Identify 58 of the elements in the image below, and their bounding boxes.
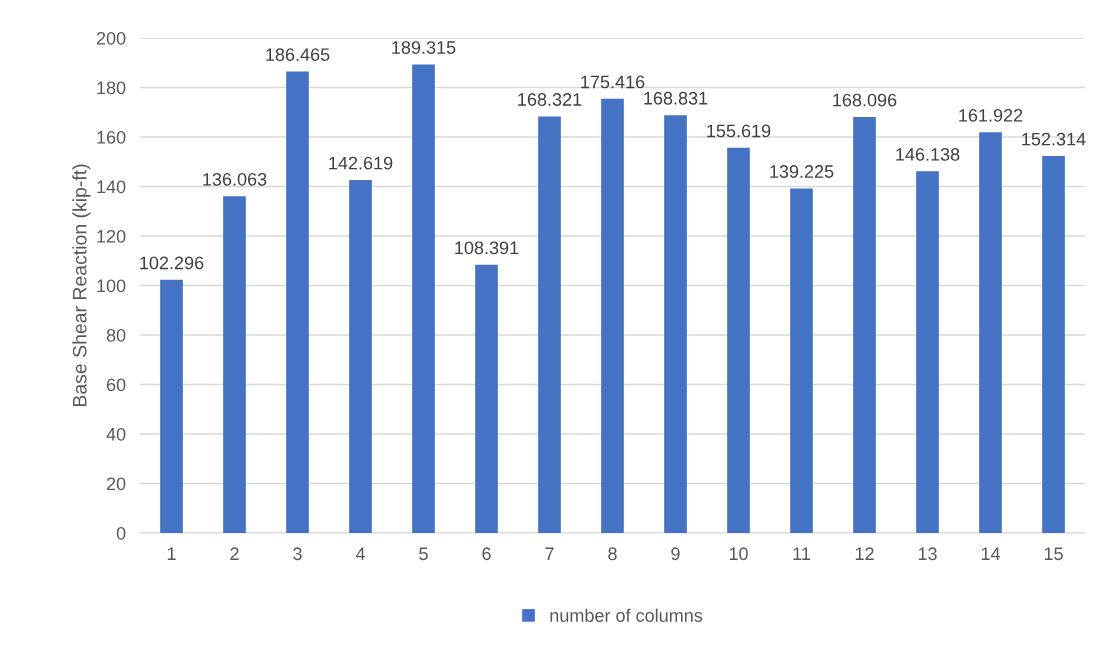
x-tick-label: 14 xyxy=(981,547,1001,560)
data-label: 146.138 xyxy=(896,148,960,161)
y-tick-label: 180 xyxy=(97,81,126,95)
bar xyxy=(853,116,876,533)
data-label: 189.315 xyxy=(392,41,456,54)
bar xyxy=(160,279,183,533)
y-tick-label: 100 xyxy=(97,279,126,293)
data-label: 155.619 xyxy=(707,124,771,138)
y-axis-title: Base Shear Reaction (kip-ft) xyxy=(72,164,91,407)
data-label: 139.225 xyxy=(770,165,834,178)
legend-label: number of columns xyxy=(550,608,703,622)
bar xyxy=(979,132,1002,533)
x-tick-label: 2 xyxy=(230,547,239,560)
x-tick-label: 7 xyxy=(545,547,554,560)
bar xyxy=(727,147,750,533)
data-label: 102.296 xyxy=(140,256,204,270)
bar xyxy=(412,64,435,533)
x-tick-label: 9 xyxy=(671,547,680,561)
data-label: 142.619 xyxy=(329,156,393,170)
x-tick-label: 1 xyxy=(167,547,176,560)
x-tick-label: 11 xyxy=(793,547,810,560)
y-tick-label: 80 xyxy=(106,328,126,342)
bar xyxy=(916,171,939,533)
data-label: 168.321 xyxy=(518,93,582,106)
bar xyxy=(790,188,813,533)
data-label: 152.314 xyxy=(1022,132,1086,146)
data-label: 175.416 xyxy=(581,75,645,89)
x-tick-label: 5 xyxy=(419,547,428,561)
y-tick-label: 60 xyxy=(106,378,126,392)
x-tick-label: 12 xyxy=(855,547,874,560)
y-tick-label: 200 xyxy=(96,31,126,45)
x-tick-label: 6 xyxy=(482,547,491,561)
x-tick-label: 3 xyxy=(293,547,302,561)
bar xyxy=(1042,156,1065,533)
y-tick-label: 160 xyxy=(97,130,126,144)
bar xyxy=(664,115,687,533)
bar xyxy=(286,71,309,533)
y-tick-label: 20 xyxy=(106,477,126,491)
data-label: 168.831 xyxy=(644,91,708,105)
x-tick-label: 13 xyxy=(918,547,937,561)
x-tick-label: 8 xyxy=(608,547,617,561)
x-tick-label: 4 xyxy=(355,547,365,560)
data-label: 161.922 xyxy=(959,108,1023,122)
bar xyxy=(349,180,372,533)
y-tick-label: 0 xyxy=(116,526,126,540)
data-label: 186.465 xyxy=(266,48,330,61)
y-tick-label: 40 xyxy=(106,427,126,441)
data-label: 168.096 xyxy=(833,93,897,107)
bar xyxy=(475,264,498,533)
x-tick-label: 15 xyxy=(1044,547,1063,561)
bar xyxy=(601,98,624,533)
x-tick-label: 10 xyxy=(729,547,748,561)
bar xyxy=(223,196,246,533)
y-tick-label: 120 xyxy=(97,229,126,243)
data-label: 136.063 xyxy=(203,172,267,186)
y-tick-label: 140 xyxy=(97,180,126,194)
bar xyxy=(538,116,561,533)
data-label: 108.391 xyxy=(455,241,519,255)
